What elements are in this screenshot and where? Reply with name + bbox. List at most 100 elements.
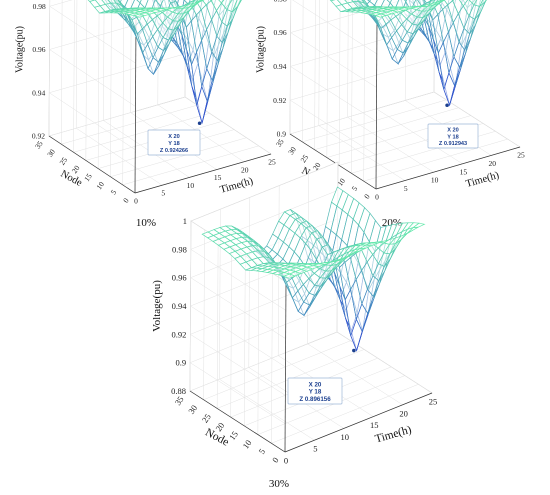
datatip-y: Y 18 — [309, 389, 322, 396]
z-tick-label: 0.98 — [33, 2, 46, 11]
surface-chart-3: 0510152025051015202530350.880.90.920.940… — [151, 161, 438, 490]
z-axis-label: Voltage(pu) — [256, 26, 267, 73]
surface-cell — [485, 0, 487, 2]
grid-line — [318, 125, 405, 181]
y-tick-label: 35 — [173, 394, 186, 407]
y-axis-label: Node — [203, 426, 231, 448]
surface-cell — [438, 0, 446, 4]
grid-line — [49, 92, 136, 150]
datatip-z: Z 0.896156 — [299, 396, 331, 403]
x-axis-line — [284, 392, 433, 453]
panel-label: 10% — [136, 217, 156, 229]
datatip-y: Y 18 — [168, 141, 179, 147]
y-tick-label: 10 — [94, 180, 106, 192]
grid-line — [257, 375, 405, 435]
min-point-marker — [445, 103, 449, 108]
grid-line — [326, 115, 471, 158]
grid-line — [289, 91, 435, 135]
x-axis-label: Time(h) — [465, 170, 501, 190]
grid-line — [338, 0, 341, 166]
x-tick-label: 10 — [341, 432, 350, 442]
datatip-box — [147, 129, 201, 156]
z-tick-label: 0.9 — [277, 130, 287, 139]
grid-line — [290, 99, 377, 156]
z-tick-label: 0.94 — [172, 301, 188, 311]
grid-line — [290, 57, 435, 101]
x-tick-label: 20 — [399, 408, 408, 418]
surface-chart-2: 0510152025051015202530350.90.920.940.960… — [256, 0, 525, 229]
datatip-z: Z 0.912943 — [439, 141, 467, 147]
y-tick-label: 0 — [362, 192, 372, 200]
grid-line — [347, 0, 349, 118]
z-tick-label: 1 — [183, 216, 187, 226]
grid-line — [336, 331, 433, 394]
x-axis-line — [134, 153, 272, 194]
z-tick-label: 0.9 — [176, 358, 187, 368]
surface-cell — [431, 0, 435, 1]
datatip-x: X 20 — [447, 128, 459, 134]
grid-line — [190, 305, 286, 368]
y-tick-label: 10 — [240, 438, 253, 451]
min-point-marker — [352, 348, 356, 353]
x-tick-label: 20 — [488, 159, 496, 168]
y-tick-label: 35 — [274, 137, 286, 149]
surface-cell — [369, 0, 378, 6]
grid-line — [190, 249, 286, 311]
z-tick-label: 0.92 — [273, 96, 286, 105]
datatip-box — [427, 123, 479, 149]
grid-line — [289, 0, 292, 135]
surface-cell — [199, 0, 202, 1]
x-tick-label: 0 — [284, 456, 288, 466]
z-tick-label: 0.92 — [32, 132, 45, 141]
z-tick-label: 0.96 — [172, 273, 187, 283]
grid-line — [314, 107, 459, 150]
datatip-x: X 20 — [309, 381, 322, 388]
z-tick-label: 0.98 — [274, 0, 287, 3]
x-tick-label: 0 — [134, 197, 138, 206]
x-tick-label: 15 — [460, 167, 468, 176]
surface-cell — [237, 0, 242, 7]
z-axis-line — [284, 281, 287, 453]
grid-line — [190, 303, 338, 363]
grid-line — [363, 138, 508, 182]
panel-label: 30% — [269, 478, 289, 490]
z-tick-label: 0.92 — [171, 329, 186, 339]
grid-line — [376, 108, 463, 165]
datatip-box — [287, 377, 343, 405]
z-tick-label: 0.96 — [273, 28, 286, 37]
grid-line — [302, 99, 447, 143]
grid-line — [49, 49, 136, 107]
grid-line — [110, 137, 247, 177]
y-tick-label: 25 — [58, 155, 70, 167]
grid-line — [347, 116, 434, 173]
y-tick-label: 5 — [109, 188, 119, 196]
x-tick-label: 25 — [429, 397, 438, 407]
grid-line — [49, 6, 136, 64]
x-tick-label: 25 — [517, 151, 525, 160]
x-tick-label: 15 — [370, 420, 379, 430]
surface-cell — [411, 222, 426, 229]
grid-line — [318, 0, 320, 126]
surface-cell — [389, 0, 400, 10]
grid-line — [271, 384, 419, 444]
grid-line — [190, 277, 286, 339]
z-tick-label: 0.88 — [171, 386, 186, 396]
grid-line — [103, 120, 190, 178]
grid-line — [292, 0, 377, 55]
grid-line — [73, 113, 210, 153]
z-tick-label: 0.94 — [273, 62, 286, 71]
z-tick-label: 0.98 — [172, 244, 187, 254]
x-tick-label: 5 — [313, 444, 317, 454]
grid-line — [203, 340, 351, 400]
datatip-y: Y 18 — [447, 134, 458, 140]
y-tick-label: 20 — [311, 161, 323, 173]
grid-line — [363, 12, 365, 182]
y-axis-line — [48, 135, 136, 194]
voltage-surface — [201, 186, 426, 352]
x-tick-label: 20 — [241, 165, 249, 174]
y-tick-label: 15 — [82, 172, 94, 184]
y-axis-line — [289, 133, 377, 190]
grid-line — [190, 362, 286, 424]
x-axis-label: Time(h) — [374, 424, 413, 446]
